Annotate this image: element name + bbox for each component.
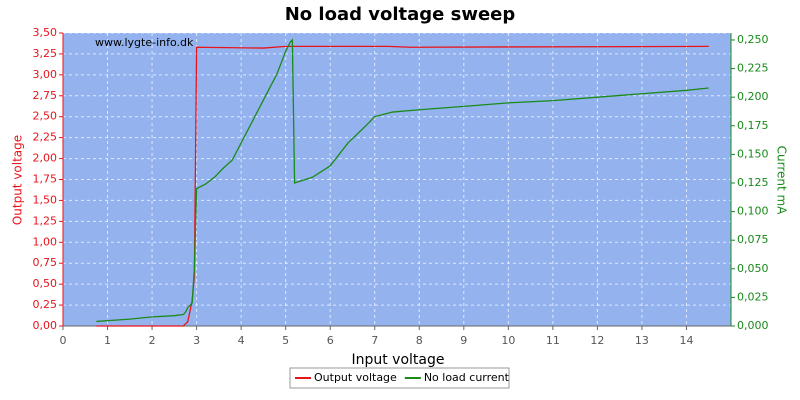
y-tick-label: 2,50 [33,110,58,123]
legend-box [289,367,510,389]
x-tick-label: 4 [238,334,245,347]
x-tick-label: 8 [416,334,423,347]
x-tick-label: 7 [371,334,378,347]
legend-label: No load current [424,371,510,384]
x-tick-label: 9 [460,334,467,347]
y2-tick-label: 0,075 [737,233,769,246]
plot-area [63,33,731,326]
watermark: www.lygte-info.dk [95,36,194,49]
x-tick-label: 14 [679,334,693,347]
x-tick-label: 10 [501,334,515,347]
y-tick-label: 0,00 [33,319,58,332]
y-axis-title: Output voltage [11,135,25,225]
x-tick-label: 5 [282,334,289,347]
y-tick-label: 1,00 [33,235,58,248]
x-tick-label: 11 [546,334,560,347]
y-tick-label: 3,50 [33,26,58,39]
x-axis-title: Input voltage [351,352,444,368]
y2-tick-label: 0,000 [737,319,769,332]
y2-tick-label: 0,225 [737,62,769,75]
y2-tick-label: 0,100 [737,205,769,218]
y-tick-label: 2,25 [33,131,58,144]
y-tick-label: 0,25 [33,298,58,311]
y2-tick-label: 0,050 [737,262,769,275]
y-tick-label: 2,75 [33,89,58,102]
y2-tick-label: 0,025 [737,290,769,303]
x-tick-label: 0 [60,334,67,347]
y-tick-label: 1,75 [33,173,58,186]
y2-tick-label: 0,125 [737,176,769,189]
y2-tick-label: 0,250 [737,33,769,46]
y-tick-label: 3,00 [33,68,58,81]
data-line [96,45,709,327]
x-tick-label: 2 [149,334,156,347]
y2-axis-title: Current mA [775,146,789,216]
legend: Output voltage No load current [289,367,510,389]
x-tick-label: 3 [193,334,200,347]
y-tick-label: 1,25 [33,214,58,227]
y-tick-label: 2,00 [33,152,58,165]
data-line [96,38,709,323]
y-tick-label: 3,25 [33,47,58,60]
x-tick-label: 1 [104,334,111,347]
chart-title: No load voltage sweep [285,4,516,25]
y2-tick-label: 0,200 [737,90,769,103]
x-tick-label: 12 [590,334,604,347]
x-tick-label: 6 [327,334,334,347]
y-tick-label: 0,75 [33,256,58,269]
y-tick-label: 0,50 [33,277,58,290]
y-tick-label: 1,50 [33,193,58,206]
y2-tick-label: 0,175 [737,119,769,132]
x-tick-label: 13 [635,334,649,347]
y2-tick-label: 0,150 [737,147,769,160]
legend-label: Output voltage [314,371,397,384]
